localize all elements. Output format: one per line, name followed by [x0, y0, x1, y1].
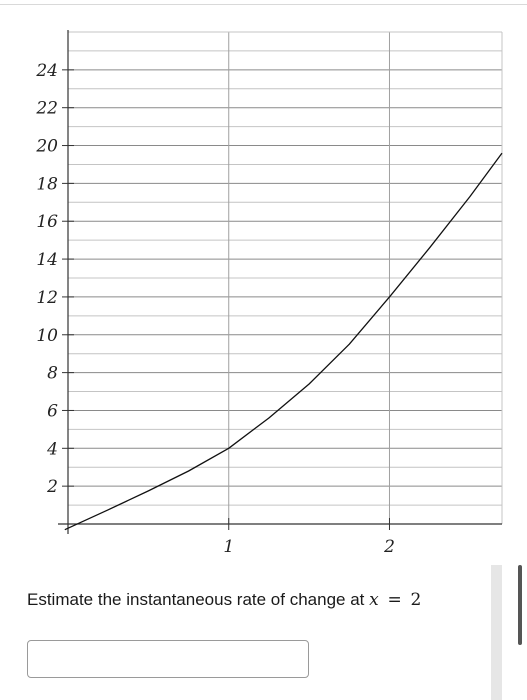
scrollbar-thumb[interactable] [518, 565, 522, 645]
math-variable: x [369, 590, 379, 610]
math-operator: = [387, 590, 402, 610]
y-tick-label: 24 [35, 61, 58, 81]
function-curve [64, 152, 503, 531]
answer-input[interactable] [27, 640, 309, 678]
y-tick-label: 16 [36, 212, 58, 232]
y-tick-label: 6 [47, 401, 58, 421]
y-tick-label: 14 [36, 250, 58, 270]
y-tick-label: 2 [46, 477, 58, 497]
y-tick-label: 8 [47, 364, 58, 384]
y-tick-label: 10 [36, 326, 58, 346]
y-tick-label: 4 [46, 439, 58, 459]
question-prompt: Estimate the instantaneous rate of chang… [27, 590, 497, 610]
top-divider [0, 4, 527, 5]
chart-container: 2 4 6 8 10 12 14 16 18 20 22 24 1 2 [35, 30, 503, 557]
math-value: 2 [410, 590, 422, 610]
y-tick-label: 22 [35, 99, 58, 119]
y-tick-label: 12 [36, 288, 58, 308]
scrollbar-track[interactable] [491, 565, 502, 700]
x-tick-label: 1 [223, 537, 234, 557]
x-tick-label: 2 [383, 537, 395, 557]
y-tick-label: 20 [35, 137, 58, 157]
question-text: Estimate the instantaneous rate of chang… [27, 590, 365, 609]
y-tick-label: 18 [36, 174, 58, 194]
